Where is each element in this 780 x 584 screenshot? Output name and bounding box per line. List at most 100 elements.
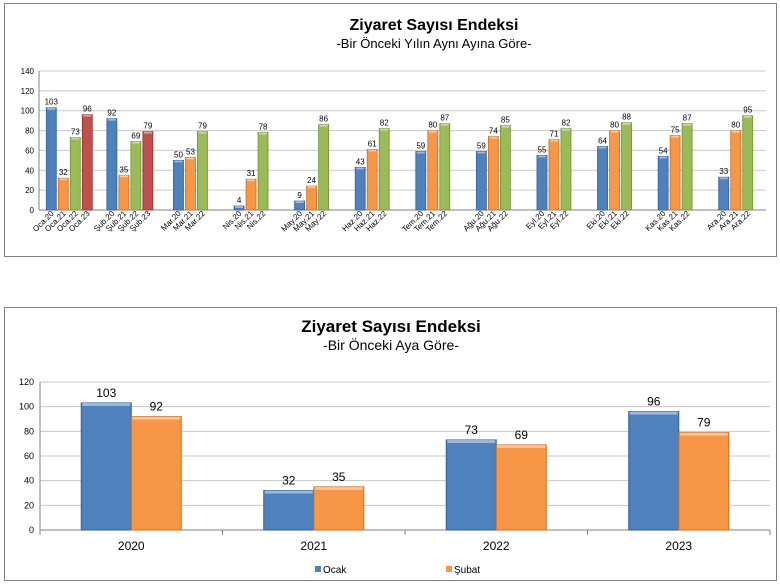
y-tick-label: 80 xyxy=(25,127,34,136)
y-tick-label: 0 xyxy=(30,206,35,215)
bar-highlight xyxy=(497,444,546,448)
bar-highlight xyxy=(83,114,92,117)
data-label: 79 xyxy=(697,416,711,430)
bar-highlight xyxy=(679,432,728,436)
chart-subtitle: -Bir Önceki Aya Göre- xyxy=(323,336,459,353)
bar xyxy=(130,416,182,531)
bar-highlight xyxy=(489,136,498,139)
legend-label: Ocak xyxy=(323,565,347,576)
legend-swatch xyxy=(315,566,321,572)
bar-highlight xyxy=(356,167,365,170)
chart-panel-monthly: Ziyaret Sayısı Endeksi -Bir Önceki Aya G… xyxy=(4,307,777,581)
data-label: 32 xyxy=(59,168,68,177)
data-label: 75 xyxy=(671,126,680,135)
y-tick-label: 20 xyxy=(24,500,34,510)
x-tick-label: 2023 xyxy=(665,539,692,553)
bar-highlight xyxy=(82,402,131,406)
bar xyxy=(439,123,451,211)
bar-highlight xyxy=(59,178,68,181)
bar xyxy=(678,432,730,531)
bar xyxy=(475,151,487,211)
bar-highlight xyxy=(447,439,496,443)
bar xyxy=(354,166,366,211)
bar xyxy=(495,444,547,531)
bar xyxy=(130,141,142,211)
bar-highlight xyxy=(537,155,546,158)
bar-highlight xyxy=(549,139,558,142)
bar xyxy=(306,185,318,211)
bar-highlight xyxy=(561,128,570,131)
yearly-chart: Ziyaret Sayısı Endeksi -Bir Önceki Yılın… xyxy=(21,17,766,234)
bar-highlight xyxy=(501,125,510,128)
data-label: 24 xyxy=(307,176,316,185)
bar-highlight xyxy=(314,486,363,490)
bar xyxy=(45,107,57,211)
bar-highlight xyxy=(264,490,313,494)
y-tick-label: 100 xyxy=(21,107,35,116)
bar-highlight xyxy=(71,137,80,140)
bar-highlight xyxy=(683,123,692,126)
bar xyxy=(560,128,572,211)
legend-item: Ocak xyxy=(315,565,347,576)
y-tick-label: 40 xyxy=(24,476,34,486)
bar-highlight xyxy=(743,115,752,118)
bar-highlight xyxy=(368,149,377,152)
bar-highlight xyxy=(235,206,244,209)
bar xyxy=(657,155,669,211)
data-label: 80 xyxy=(610,121,619,130)
chart-subtitle: -Bir Önceki Yılın Aynı Ayına Göre- xyxy=(336,36,531,51)
y-tick-label: 140 xyxy=(21,67,35,76)
x-tick-label: 2020 xyxy=(118,539,145,553)
bar-highlight xyxy=(143,131,152,134)
bar xyxy=(681,123,693,211)
chart-title: Ziyaret Sayısı Endeksi xyxy=(350,17,519,34)
bar-highlight xyxy=(440,123,449,126)
bar xyxy=(536,154,548,211)
bar xyxy=(173,159,184,211)
bar-highlight xyxy=(319,124,328,127)
bar xyxy=(57,177,69,211)
bar-highlight xyxy=(671,135,680,138)
bar xyxy=(366,149,378,211)
bar-highlight xyxy=(186,157,195,160)
bar xyxy=(742,115,754,211)
data-label: 64 xyxy=(598,136,607,145)
data-label: 92 xyxy=(150,400,164,414)
data-label: 59 xyxy=(477,141,486,150)
bar xyxy=(487,136,499,211)
bar xyxy=(445,439,497,531)
y-tick-label: 0 xyxy=(29,525,34,535)
y-tick-label: 120 xyxy=(21,87,35,96)
data-label: 32 xyxy=(282,474,296,488)
bar-highlight xyxy=(47,107,56,110)
y-tick-label: 20 xyxy=(25,186,34,195)
data-label: 103 xyxy=(45,98,59,107)
y-tick-label: 80 xyxy=(24,426,34,436)
bar-highlight xyxy=(174,160,183,163)
data-label: 87 xyxy=(440,114,449,123)
bar xyxy=(621,122,632,211)
data-label: 73 xyxy=(71,128,80,137)
data-label: 59 xyxy=(416,141,425,150)
data-label: 92 xyxy=(107,109,116,118)
bar-highlight xyxy=(477,151,486,154)
bar xyxy=(257,132,269,211)
legend-swatch xyxy=(446,566,452,572)
data-label: 73 xyxy=(465,423,479,437)
bar-highlight xyxy=(107,118,116,121)
data-label: 55 xyxy=(538,145,547,154)
bar-highlight xyxy=(629,411,678,415)
bar xyxy=(718,176,730,211)
bar xyxy=(499,125,511,211)
bar xyxy=(185,156,196,211)
bar-highlight xyxy=(132,416,181,420)
bar xyxy=(597,146,608,211)
bar-highlight xyxy=(416,151,425,154)
bar-highlight xyxy=(598,146,607,149)
data-label: 69 xyxy=(131,131,140,140)
data-label: 87 xyxy=(683,114,692,123)
bar xyxy=(80,402,132,531)
data-label: 88 xyxy=(622,113,631,122)
bar-highlight xyxy=(131,141,140,144)
data-label: 82 xyxy=(380,119,389,128)
